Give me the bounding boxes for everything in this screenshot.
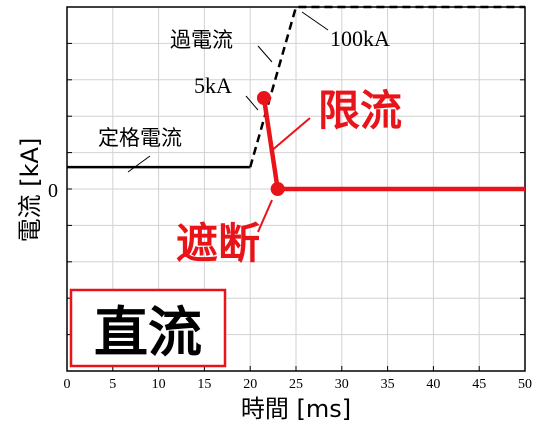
- series-marker: [270, 182, 285, 196]
- label-rated-current: 定格電流: [98, 126, 182, 150]
- dc-box-label: 直流: [94, 301, 202, 364]
- x-tick-labels: 0 5 10 15 20 25 30 35 40 45 50: [64, 377, 533, 392]
- x-tick-label: 15: [197, 377, 211, 392]
- y-tick-label-0: 0: [48, 180, 58, 202]
- series-marker: [256, 91, 271, 105]
- leader-limit: [269, 117, 311, 153]
- leader-rated: [127, 155, 151, 173]
- x-tick-label: 25: [289, 377, 303, 392]
- x-tick-label: 50: [518, 377, 532, 392]
- x-tick-label: 35: [381, 377, 395, 392]
- x-tick-label: 45: [472, 377, 486, 392]
- label-100ka: 100kA: [330, 26, 390, 51]
- x-tick-label: 0: [64, 377, 71, 392]
- x-tick-label: 40: [426, 377, 440, 392]
- leader-over: [257, 45, 273, 63]
- dc-box: [69, 288, 227, 368]
- leader-cutoff: [257, 199, 273, 233]
- x-tick-label: 5: [109, 377, 116, 392]
- label-current-limit: 限流: [318, 86, 402, 135]
- y-axis-label: 電流 [kA]: [16, 138, 44, 243]
- leader-5ka: [245, 95, 259, 111]
- x-tick-label: 20: [243, 377, 257, 392]
- x-axis-label: 時間 [ms]: [241, 395, 351, 423]
- x-tick-label: 10: [152, 377, 166, 392]
- label-cutoff: 遮断: [176, 219, 260, 268]
- label-over-current: 過電流: [170, 28, 233, 52]
- chart-series: [67, 5, 525, 196]
- label-5ka: 5kA: [194, 73, 232, 98]
- leader-100ka: [301, 11, 329, 31]
- x-tick-label: 30: [335, 377, 349, 392]
